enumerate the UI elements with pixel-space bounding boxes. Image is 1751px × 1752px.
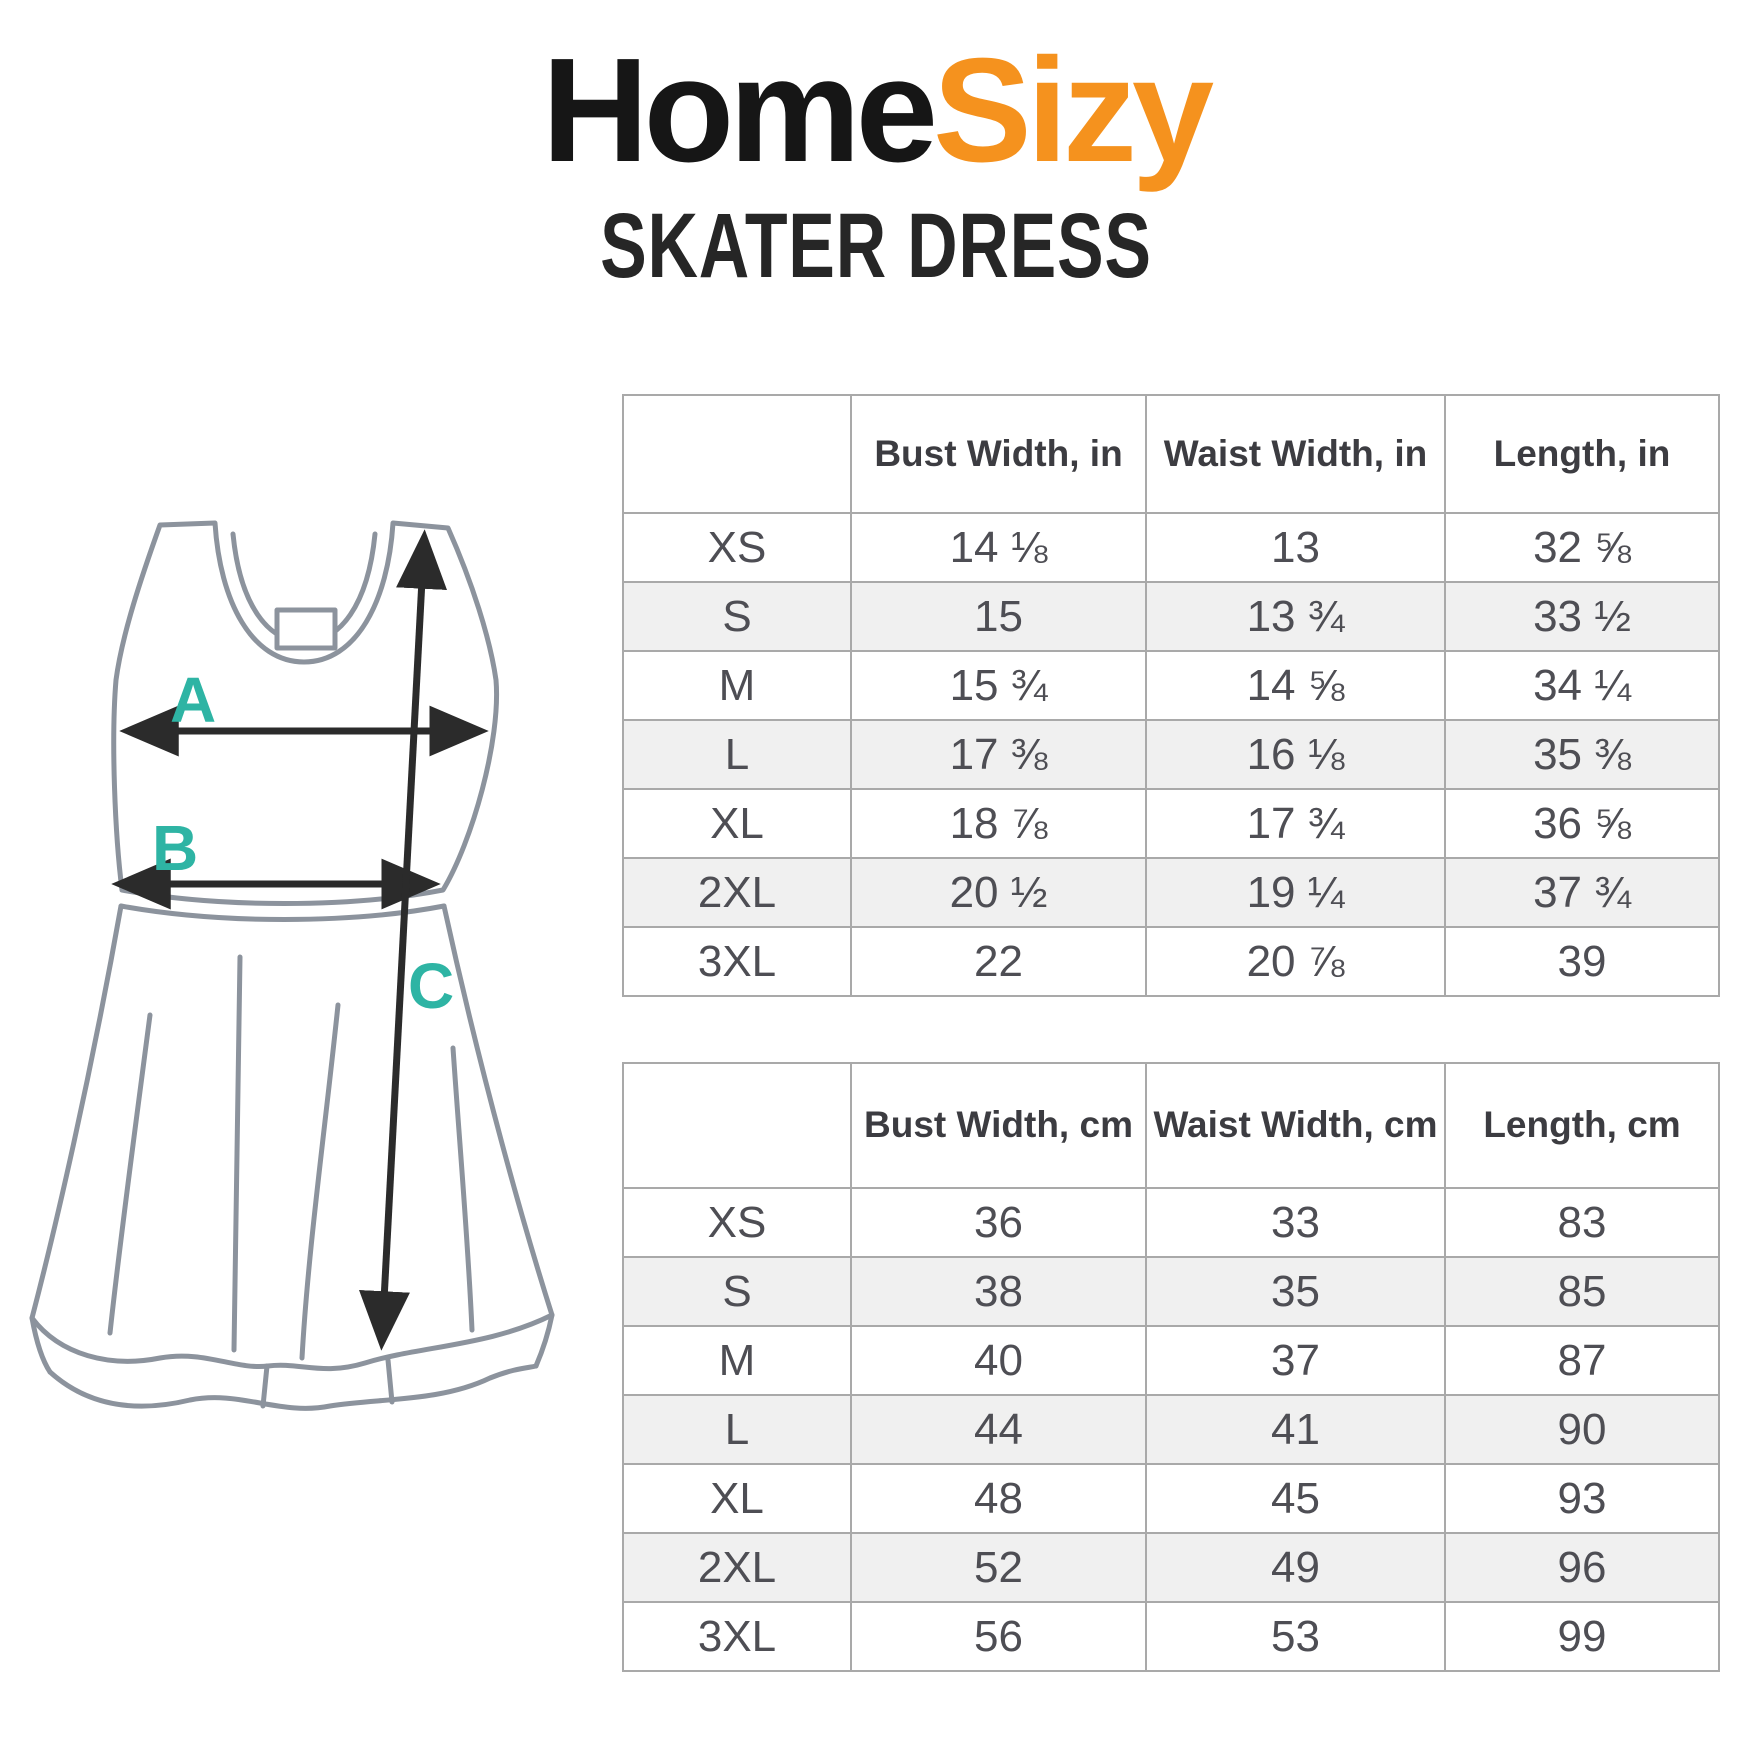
header-row: Bust Width, cm Waist Width, cm Length, cm [622, 1062, 1720, 1189]
measurement-value: 35 [1145, 1256, 1446, 1327]
measurement-value: 17 ¾ [1145, 788, 1446, 859]
measurement-value: 37 ¾ [1444, 857, 1720, 928]
size-row: M 40 37 87 [622, 1325, 1720, 1396]
measurement-value: 20 ½ [850, 857, 1147, 928]
size-row: XS 36 33 83 [622, 1187, 1720, 1258]
size-label: M [622, 1325, 852, 1396]
measurement-value: 33 [1145, 1187, 1446, 1258]
size-label: 3XL [622, 1601, 852, 1672]
header-row: Bust Width, in Waist Width, in Length, in [622, 394, 1720, 514]
corner-cell [622, 1062, 852, 1189]
size-label: S [622, 1256, 852, 1327]
measurement-value: 36 [850, 1187, 1147, 1258]
measurement-value: 33 ½ [1444, 581, 1720, 652]
measurement-value: 15 ¾ [850, 650, 1147, 721]
size-table-cm-grid: Bust Width, cm Waist Width, cm Length, cm … [622, 1062, 1720, 1672]
measurement-value: 36 ⅝ [1444, 788, 1720, 859]
measurement-value: 87 [1444, 1325, 1720, 1396]
size-table-cm: Bust Width, cm Waist Width, cm Length, cm … [622, 1062, 1720, 1672]
size-row: M 15 ¾ 14 ⅝ 34 ¼ [622, 650, 1720, 721]
dress-measurement-diagram: A B C [20, 440, 580, 1450]
size-label: XL [622, 1463, 852, 1534]
product-title: SKATER DRESS [599, 195, 1152, 297]
measurement-value: 17 ⅜ [850, 719, 1147, 790]
size-label: XL [622, 788, 852, 859]
measurement-value: 40 [850, 1325, 1147, 1396]
size-label: L [622, 719, 852, 790]
size-label: 2XL [622, 1532, 852, 1603]
size-label: L [622, 1394, 852, 1465]
dress-outline [29, 520, 555, 1411]
measurement-value: 32 ⅝ [1444, 512, 1720, 583]
measurement-value: 13 [1145, 512, 1446, 583]
length-label: C [408, 950, 454, 1022]
column-header: Waist Width, cm [1145, 1062, 1446, 1189]
measurement-value: 49 [1145, 1532, 1446, 1603]
size-row: S 15 13 ¾ 33 ½ [622, 581, 1720, 652]
measurement-value: 96 [1444, 1532, 1720, 1603]
measurement-value: 38 [850, 1256, 1147, 1327]
measurement-value: 52 [850, 1532, 1147, 1603]
size-row: XL 48 45 93 [622, 1463, 1720, 1534]
column-header: Length, cm [1444, 1062, 1720, 1189]
size-label: XS [622, 1187, 852, 1258]
measurement-value: 85 [1444, 1256, 1720, 1327]
corner-cell [622, 394, 852, 514]
brand-name-orange: Sizy [933, 28, 1214, 193]
size-table-inches: Bust Width, in Waist Width, in Length, in … [622, 394, 1720, 997]
measurement-value: 22 [850, 926, 1147, 997]
column-header: Bust Width, cm [850, 1062, 1147, 1189]
measurement-value: 39 [1444, 926, 1720, 997]
measurement-value: 93 [1444, 1463, 1720, 1534]
measurement-value: 45 [1145, 1463, 1446, 1534]
measurement-value: 13 ¾ [1145, 581, 1446, 652]
measurement-value: 14 ⅛ [850, 512, 1147, 583]
size-row: L 44 41 90 [622, 1394, 1720, 1465]
measurement-value: 90 [1444, 1394, 1720, 1465]
measurement-value: 15 [850, 581, 1147, 652]
measurement-value: 34 ¼ [1444, 650, 1720, 721]
size-label: S [622, 581, 852, 652]
measurement-value: 35 ⅜ [1444, 719, 1720, 790]
column-header: Length, in [1444, 394, 1720, 514]
measurement-value: 18 ⅞ [850, 788, 1147, 859]
size-row: 3XL 56 53 99 [622, 1601, 1720, 1672]
size-row: 2XL 20 ½ 19 ¼ 37 ¾ [622, 857, 1720, 928]
size-label: XS [622, 512, 852, 583]
length-arrow [358, 529, 448, 1351]
measurement-arrows [111, 529, 489, 1351]
size-label: 3XL [622, 926, 852, 997]
size-row: XL 18 ⅞ 17 ¾ 36 ⅝ [622, 788, 1720, 859]
measurement-value: 56 [850, 1601, 1147, 1672]
measurement-value: 44 [850, 1394, 1147, 1465]
measurement-value: 20 ⅞ [1145, 926, 1446, 997]
size-row: 3XL 22 20 ⅞ 39 [622, 926, 1720, 997]
measurement-value: 37 [1145, 1325, 1446, 1396]
brand-logo: HomeSizy [0, 36, 1751, 186]
measurement-value: 53 [1145, 1601, 1446, 1672]
size-label: M [622, 650, 852, 721]
measurement-value: 14 ⅝ [1145, 650, 1446, 721]
dress-sketch: A B C [29, 520, 555, 1411]
column-header: Waist Width, in [1145, 394, 1446, 514]
measurement-value: 99 [1444, 1601, 1720, 1672]
size-label: 2XL [622, 857, 852, 928]
brand-name-black: Home [541, 28, 938, 193]
neck-tag [274, 607, 338, 651]
size-row: L 17 ⅜ 16 ⅛ 35 ⅜ [622, 719, 1720, 790]
measurement-value: 19 ¼ [1145, 857, 1446, 928]
size-row: XS 14 ⅛ 13 32 ⅝ [622, 512, 1720, 583]
size-table-inches-grid: Bust Width, in Waist Width, in Length, in … [622, 394, 1720, 997]
measurement-value: 41 [1145, 1394, 1446, 1465]
bust-label: A [170, 664, 216, 736]
column-header: Bust Width, in [850, 394, 1147, 514]
measurement-value: 48 [850, 1463, 1147, 1534]
measurement-value: 16 ⅛ [1145, 719, 1446, 790]
size-row: 2XL 52 49 96 [622, 1532, 1720, 1603]
size-row: S 38 35 85 [622, 1256, 1720, 1327]
waist-label: B [152, 812, 198, 884]
measurement-value: 83 [1444, 1187, 1720, 1258]
product-title-row: SKATER DRESS [0, 198, 1751, 294]
